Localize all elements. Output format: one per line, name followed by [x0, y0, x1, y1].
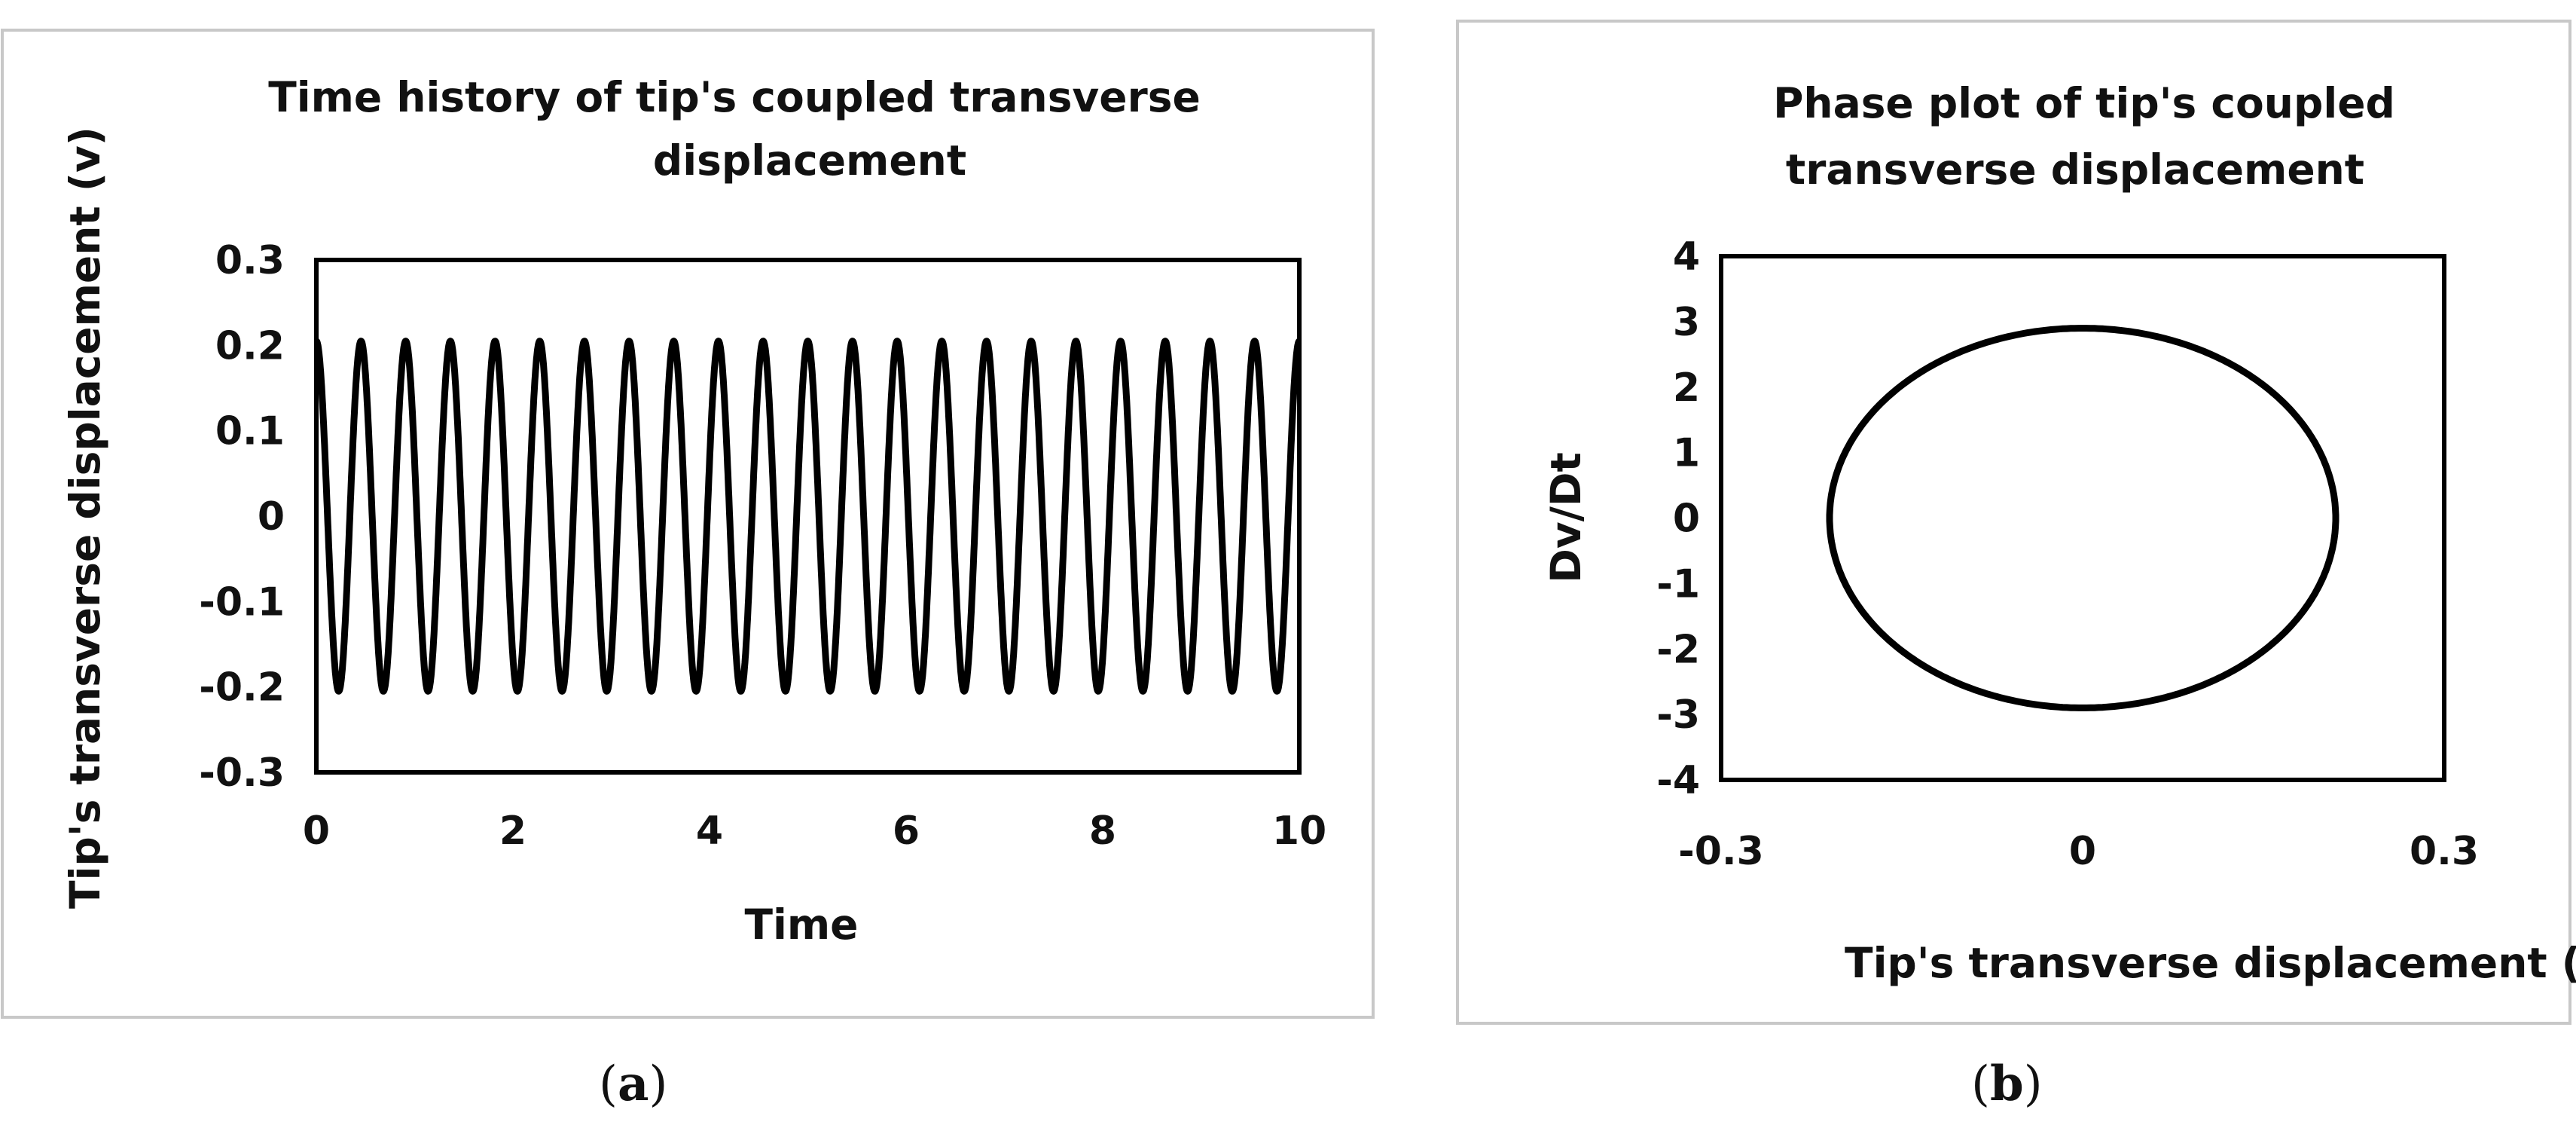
panel-a-plot-area — [314, 258, 1302, 775]
panel-b-y-axis-label: Dv/Dt — [1542, 452, 1590, 583]
panel-a: Time history of tip's coupled transverse… — [1, 29, 1375, 1112]
panel-b-caption-open: ( — [1971, 1056, 1990, 1112]
panel-a-ytick: 0.1 — [215, 409, 285, 454]
panel-b-ytick: -3 — [1656, 692, 1700, 738]
panel-a-ytick: -0.2 — [199, 665, 285, 711]
panel-a-ytick: 0.2 — [215, 323, 285, 368]
panel-a-y-axis-label: Tip's transverse displacement (v) — [61, 127, 109, 909]
panel-a-caption-letter: a — [618, 1056, 649, 1112]
panel-a-ytick: -0.3 — [199, 751, 285, 796]
panel-b: Phase plot of tip's coupled transverse d… — [1456, 20, 2576, 1112]
panel-a-xtick: 8 — [1089, 809, 1116, 854]
panel-b-y-ticks: 4 3 2 1 0 -1 -2 -3 -4 — [1656, 234, 1700, 803]
panel-a-xtick: 0 — [303, 809, 330, 854]
panel-a-caption: (a) — [599, 1056, 667, 1112]
panel-a-x-ticks: 0 2 4 6 8 10 — [303, 809, 1326, 854]
panel-a-xtick: 4 — [696, 809, 723, 854]
panel-a-xtick: 6 — [893, 809, 920, 854]
panel-a-xtick: 10 — [1272, 809, 1326, 854]
panel-a-ytick: 0 — [258, 494, 285, 540]
panel-b-ytick: -2 — [1656, 627, 1700, 672]
panel-a-y-ticks: 0.3 0.2 0.1 0 -0.1 -0.2 -0.3 — [199, 238, 285, 796]
panel-b-x-axis-label: Tip's transverse displacement (v) — [1845, 939, 2576, 987]
panel-b-plot-area — [1719, 254, 2446, 782]
panel-b-title-line2: transverse displacement — [1786, 145, 2364, 194]
panel-b-caption-close: ) — [2024, 1056, 2043, 1112]
panel-b-title-line1: Phase plot of tip's coupled — [1773, 79, 2395, 127]
panel-b-xtick: -0.3 — [1678, 829, 1764, 874]
panel-a-caption-close: ) — [649, 1056, 667, 1112]
panel-b-xtick: 0.3 — [2410, 829, 2479, 874]
panel-b-ytick: 1 — [1673, 431, 1700, 476]
panel-a-xtick: 2 — [499, 809, 526, 854]
panel-b-ytick: 2 — [1673, 365, 1700, 411]
panel-a-title-line1: Time history of tip's coupled transverse — [268, 73, 1201, 121]
panel-b-ytick: -1 — [1656, 561, 1700, 607]
panel-b-caption-letter: b — [1990, 1056, 2024, 1112]
panel-b-xtick: 0 — [2069, 829, 2096, 874]
panel-a-caption-open: ( — [599, 1056, 618, 1112]
panel-b-ytick: 0 — [1673, 497, 1700, 542]
panel-b-ytick: -4 — [1656, 758, 1700, 803]
panel-b-caption: (b) — [1971, 1056, 2043, 1112]
panel-a-ytick: -0.1 — [199, 579, 285, 625]
panel-b-ytick: 3 — [1673, 300, 1700, 345]
panel-b-frame — [1456, 20, 2571, 1025]
panel-a-frame — [1, 29, 1375, 1019]
panel-b-series-ellipse — [1826, 325, 2339, 711]
panel-a-series-line — [316, 338, 1299, 695]
panel-b-ytick: 4 — [1673, 234, 1700, 280]
panel-a-ytick: 0.3 — [215, 238, 285, 283]
panel-a-title-line2: displacement — [653, 136, 966, 185]
panel-a-x-axis-label: Time — [745, 900, 859, 949]
panel-b-x-ticks: -0.3 0 0.3 — [1678, 829, 2479, 874]
